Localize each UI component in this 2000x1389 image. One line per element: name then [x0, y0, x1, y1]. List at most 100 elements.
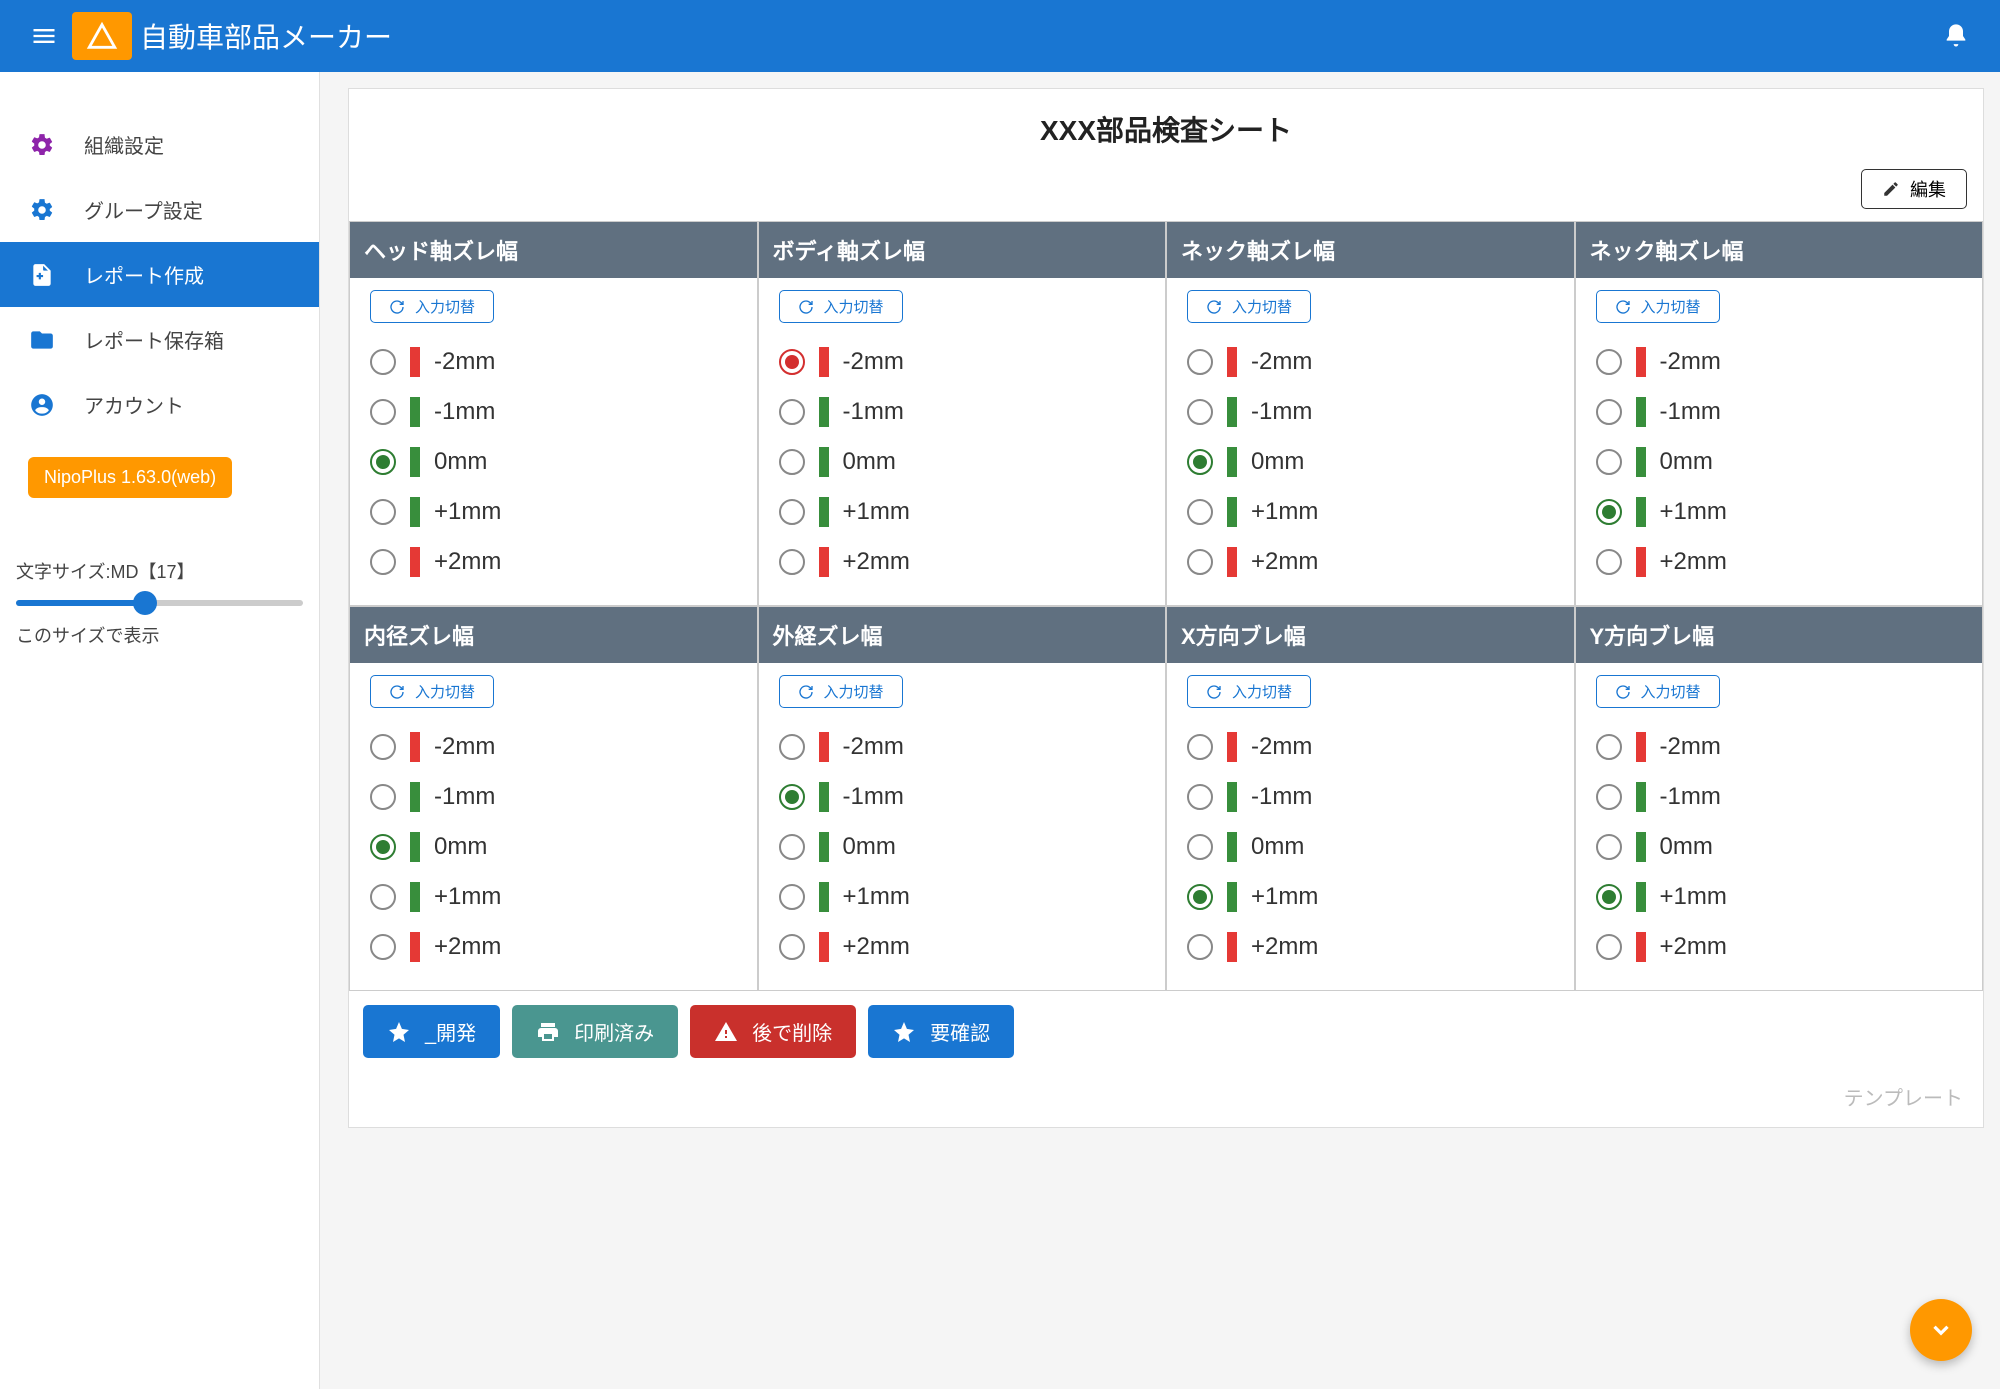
radio-option[interactable]: +1mm	[1596, 872, 1963, 922]
radio-option[interactable]: -2mm	[370, 722, 737, 772]
radio-option[interactable]: -2mm	[779, 722, 1146, 772]
sidebar-item-0[interactable]: 組織設定	[0, 112, 319, 177]
radio-option[interactable]: -1mm	[370, 387, 737, 437]
font-size-display: このサイズで表示	[16, 622, 303, 648]
slider-thumb[interactable]	[133, 591, 157, 615]
inspection-cell: 外経ズレ幅入力切替-2mm-1mm0mm+1mm+2mm	[758, 606, 1167, 991]
radio-option[interactable]: +2mm	[370, 922, 737, 972]
option-label: +2mm	[434, 548, 501, 576]
radio-option[interactable]: -1mm	[779, 772, 1146, 822]
edit-button[interactable]: 編集	[1861, 169, 1967, 209]
option-label: 0mm	[434, 448, 487, 476]
radio-option[interactable]: +1mm	[1187, 872, 1554, 922]
radio-option[interactable]: +2mm	[1187, 537, 1554, 587]
cell-header: ネック軸ズレ幅	[1167, 222, 1574, 278]
radio-option[interactable]: +1mm	[779, 487, 1146, 537]
toggle-label: 入力切替	[1232, 681, 1292, 702]
sidebar-item-4[interactable]: アカウント	[0, 372, 319, 437]
radio-option[interactable]: -2mm	[1596, 722, 1963, 772]
radio-option[interactable]: -2mm	[1596, 337, 1963, 387]
input-toggle-button[interactable]: 入力切替	[1187, 290, 1311, 323]
color-indicator	[819, 547, 829, 577]
action-button-0[interactable]: _開発	[363, 1005, 500, 1058]
radio-option[interactable]: 0mm	[1596, 822, 1963, 872]
input-toggle-button[interactable]: 入力切替	[779, 675, 903, 708]
radio-icon	[1187, 884, 1213, 910]
radio-option[interactable]: +1mm	[779, 872, 1146, 922]
input-toggle-button[interactable]: 入力切替	[370, 675, 494, 708]
user-circle-icon	[28, 391, 56, 419]
toggle-label: 入力切替	[415, 296, 475, 317]
color-indicator	[1636, 782, 1646, 812]
input-toggle-button[interactable]: 入力切替	[779, 290, 903, 323]
radio-option[interactable]: +2mm	[779, 922, 1146, 972]
input-toggle-button[interactable]: 入力切替	[1596, 290, 1720, 323]
radio-option[interactable]: -2mm	[779, 337, 1146, 387]
radio-option[interactable]: 0mm	[1596, 437, 1963, 487]
radio-icon	[1596, 499, 1622, 525]
action-button-1[interactable]: 印刷済み	[512, 1005, 678, 1058]
bell-icon	[1942, 22, 1970, 50]
notifications-button[interactable]	[1936, 16, 1976, 56]
font-size-slider[interactable]	[16, 600, 303, 606]
refresh-icon	[389, 299, 405, 315]
radio-option[interactable]: +1mm	[1596, 487, 1963, 537]
radio-option[interactable]: +2mm	[1596, 537, 1963, 587]
radio-option[interactable]: +2mm	[1596, 922, 1963, 972]
color-indicator	[1636, 932, 1646, 962]
option-label: 0mm	[843, 833, 896, 861]
color-indicator	[1227, 347, 1237, 377]
color-indicator	[410, 782, 420, 812]
app-logo	[72, 12, 132, 60]
color-indicator	[410, 882, 420, 912]
color-indicator	[1636, 447, 1646, 477]
action-button-2[interactable]: 後で削除	[690, 1005, 856, 1058]
sidebar-item-1[interactable]: グループ設定	[0, 177, 319, 242]
color-indicator	[819, 882, 829, 912]
refresh-icon	[798, 299, 814, 315]
radio-option[interactable]: 0mm	[1187, 437, 1554, 487]
radio-option[interactable]: +2mm	[779, 537, 1146, 587]
radio-option[interactable]: 0mm	[779, 437, 1146, 487]
radio-option[interactable]: -2mm	[370, 337, 737, 387]
radio-option[interactable]: 0mm	[370, 822, 737, 872]
radio-icon	[1596, 399, 1622, 425]
radio-option[interactable]: -1mm	[1596, 387, 1963, 437]
option-label: +2mm	[843, 933, 910, 961]
radio-icon	[370, 449, 396, 475]
input-toggle-button[interactable]: 入力切替	[1187, 675, 1311, 708]
sidebar-item-3[interactable]: レポート保存箱	[0, 307, 319, 372]
color-indicator	[410, 497, 420, 527]
radio-option[interactable]: +1mm	[370, 872, 737, 922]
input-toggle-button[interactable]: 入力切替	[370, 290, 494, 323]
radio-option[interactable]: +2mm	[370, 537, 737, 587]
fab-button[interactable]	[1910, 1299, 1972, 1361]
menu-button[interactable]	[24, 16, 64, 56]
action-button-3[interactable]: 要確認	[868, 1005, 1014, 1058]
chevron-down-icon	[1928, 1317, 1954, 1343]
radio-option[interactable]: -1mm	[1596, 772, 1963, 822]
radio-icon	[370, 784, 396, 810]
option-label: -2mm	[1660, 348, 1721, 376]
sidebar-item-2[interactable]: レポート作成	[0, 242, 319, 307]
radio-option[interactable]: -2mm	[1187, 722, 1554, 772]
radio-option[interactable]: +2mm	[1187, 922, 1554, 972]
option-label: +1mm	[843, 498, 910, 526]
radio-option[interactable]: -1mm	[1187, 387, 1554, 437]
radio-option[interactable]: -1mm	[370, 772, 737, 822]
radio-option[interactable]: 0mm	[779, 822, 1146, 872]
radio-option[interactable]: +1mm	[370, 487, 737, 537]
radio-option[interactable]: +1mm	[1187, 487, 1554, 537]
radio-option[interactable]: 0mm	[370, 437, 737, 487]
refresh-icon	[1206, 684, 1222, 700]
radio-icon	[370, 934, 396, 960]
radio-option[interactable]: 0mm	[1187, 822, 1554, 872]
radio-icon	[779, 399, 805, 425]
color-indicator	[819, 347, 829, 377]
radio-option[interactable]: -1mm	[779, 387, 1146, 437]
radio-option[interactable]: -2mm	[1187, 337, 1554, 387]
radio-option[interactable]: -1mm	[1187, 772, 1554, 822]
color-indicator	[819, 782, 829, 812]
input-toggle-button[interactable]: 入力切替	[1596, 675, 1720, 708]
option-label: -1mm	[1251, 398, 1312, 426]
